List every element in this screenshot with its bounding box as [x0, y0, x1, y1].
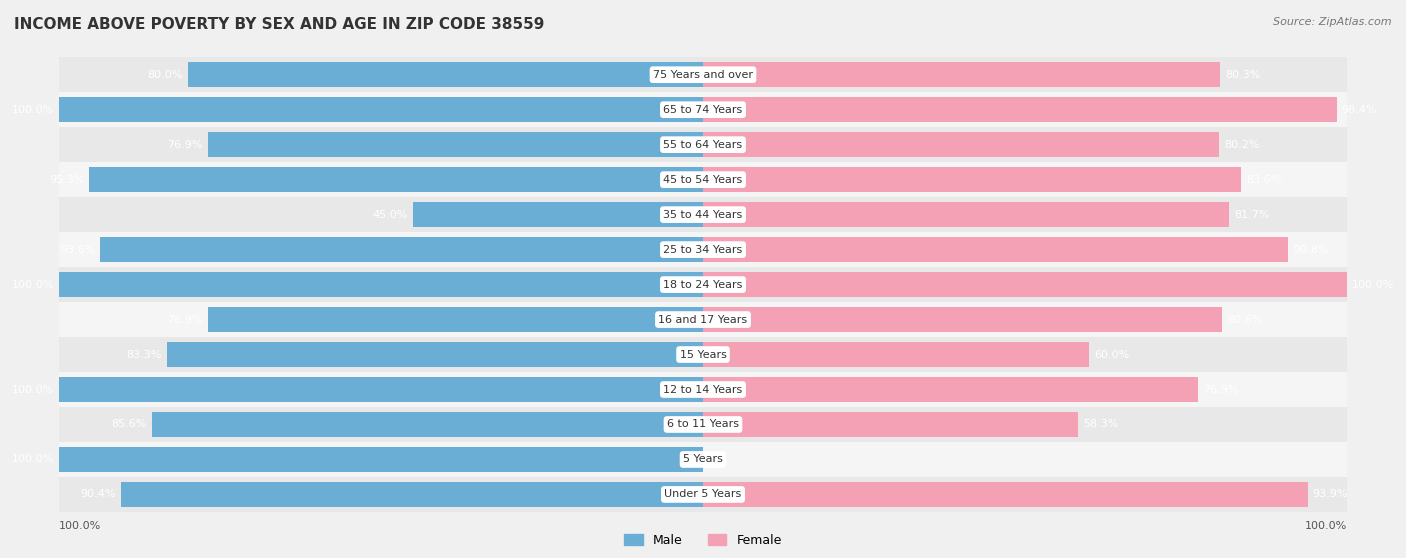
Legend: Male, Female: Male, Female — [619, 529, 787, 552]
Text: 76.9%: 76.9% — [167, 140, 202, 150]
Text: 55 to 64 Years: 55 to 64 Years — [664, 140, 742, 150]
Text: 75 Years and over: 75 Years and over — [652, 70, 754, 80]
Bar — [152, 412, 703, 437]
Text: 76.9%: 76.9% — [167, 315, 202, 325]
Text: 100.0%: 100.0% — [11, 454, 53, 464]
Bar — [703, 197, 1347, 232]
Text: 65 to 74 Years: 65 to 74 Years — [664, 105, 742, 115]
Text: 18 to 24 Years: 18 to 24 Years — [664, 280, 742, 290]
Bar — [703, 407, 1347, 442]
Bar — [703, 412, 1078, 437]
Text: 90.8%: 90.8% — [1292, 244, 1329, 254]
Text: 16 and 17 Years: 16 and 17 Years — [658, 315, 748, 325]
Text: 80.3%: 80.3% — [1225, 70, 1261, 80]
Bar — [703, 232, 1347, 267]
Bar — [59, 442, 703, 477]
Text: 60.0%: 60.0% — [1094, 349, 1130, 359]
Text: 5 Years: 5 Years — [683, 454, 723, 464]
Bar — [703, 127, 1347, 162]
Text: 100.0%: 100.0% — [11, 280, 53, 290]
Text: 35 to 44 Years: 35 to 44 Years — [664, 210, 742, 220]
Bar — [413, 203, 703, 227]
Bar — [703, 307, 1222, 332]
Text: 90.4%: 90.4% — [80, 489, 115, 499]
Bar — [59, 232, 703, 267]
Text: Under 5 Years: Under 5 Years — [665, 489, 741, 499]
Bar — [121, 482, 703, 507]
Text: 25 to 34 Years: 25 to 34 Years — [664, 244, 742, 254]
Bar — [59, 57, 703, 92]
Bar — [703, 342, 1090, 367]
Bar — [208, 132, 703, 157]
Bar — [703, 267, 1347, 302]
Text: 100.0%: 100.0% — [1305, 521, 1347, 531]
Bar — [59, 377, 703, 402]
Bar — [703, 272, 1347, 297]
Text: 80.0%: 80.0% — [148, 70, 183, 80]
Bar — [90, 167, 703, 192]
Text: 81.7%: 81.7% — [1234, 210, 1270, 220]
Text: 58.3%: 58.3% — [1084, 420, 1119, 430]
Bar — [703, 57, 1347, 92]
Bar — [59, 272, 703, 297]
Bar — [703, 377, 1198, 402]
Text: 83.3%: 83.3% — [127, 349, 162, 359]
Text: 98.4%: 98.4% — [1341, 105, 1378, 115]
Bar — [703, 337, 1347, 372]
Bar — [703, 162, 1347, 197]
Bar — [59, 372, 703, 407]
Bar — [59, 447, 703, 472]
Text: INCOME ABOVE POVERTY BY SEX AND AGE IN ZIP CODE 38559: INCOME ABOVE POVERTY BY SEX AND AGE IN Z… — [14, 17, 544, 32]
Bar — [208, 307, 703, 332]
Text: 80.6%: 80.6% — [1227, 315, 1263, 325]
Bar — [703, 482, 1308, 507]
Bar — [703, 477, 1347, 512]
Bar — [703, 372, 1347, 407]
Bar — [188, 62, 703, 87]
Bar — [703, 237, 1288, 262]
Bar — [59, 162, 703, 197]
Bar — [703, 302, 1347, 337]
Text: 95.3%: 95.3% — [49, 175, 84, 185]
Text: 100.0%: 100.0% — [1353, 280, 1395, 290]
Text: 45.0%: 45.0% — [373, 210, 408, 220]
Bar — [167, 342, 703, 367]
Bar — [59, 98, 703, 122]
Text: 100.0%: 100.0% — [59, 521, 101, 531]
Bar — [59, 92, 703, 127]
Text: 80.2%: 80.2% — [1225, 140, 1260, 150]
Text: 12 to 14 Years: 12 to 14 Years — [664, 384, 742, 395]
Text: 15 Years: 15 Years — [679, 349, 727, 359]
Bar — [59, 197, 703, 232]
Text: 76.9%: 76.9% — [1204, 384, 1239, 395]
Bar — [59, 407, 703, 442]
Text: 100.0%: 100.0% — [11, 105, 53, 115]
Text: 6 to 11 Years: 6 to 11 Years — [666, 420, 740, 430]
Bar — [703, 442, 1347, 477]
Bar — [703, 167, 1241, 192]
Bar — [59, 267, 703, 302]
Bar — [703, 92, 1347, 127]
Text: 93.9%: 93.9% — [1313, 489, 1348, 499]
Text: 45 to 54 Years: 45 to 54 Years — [664, 175, 742, 185]
Text: 100.0%: 100.0% — [11, 384, 53, 395]
Bar — [703, 203, 1229, 227]
Text: 93.6%: 93.6% — [60, 244, 96, 254]
Bar — [703, 62, 1220, 87]
Bar — [59, 302, 703, 337]
Bar — [100, 237, 703, 262]
Bar — [703, 132, 1219, 157]
Text: 83.6%: 83.6% — [1247, 175, 1282, 185]
Bar — [703, 98, 1337, 122]
Text: 85.6%: 85.6% — [111, 420, 146, 430]
Bar — [59, 127, 703, 162]
Text: Source: ZipAtlas.com: Source: ZipAtlas.com — [1274, 17, 1392, 27]
Bar — [59, 477, 703, 512]
Bar — [59, 337, 703, 372]
